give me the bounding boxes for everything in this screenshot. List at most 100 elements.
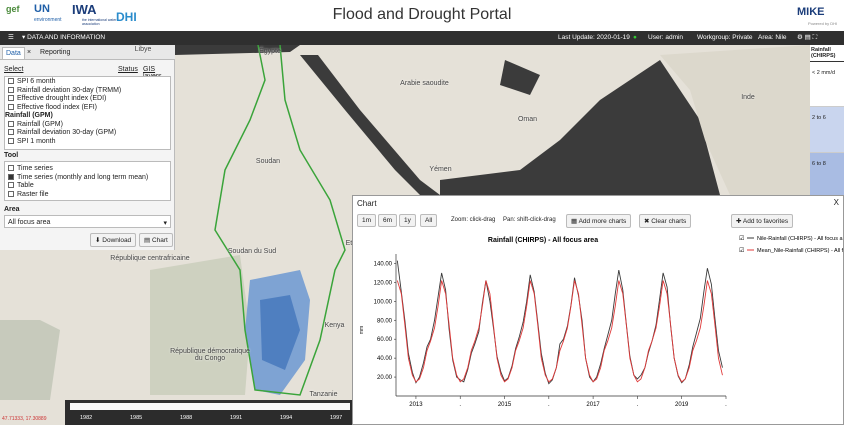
- timeline-label: 1997: [330, 415, 343, 421]
- button-label: Add more charts: [578, 218, 627, 225]
- tool-label: Raster file: [17, 190, 49, 198]
- panel-title: Chart: [357, 199, 377, 208]
- rainfall-area: [260, 295, 300, 370]
- checkbox[interactable]: [8, 120, 14, 127]
- close-button[interactable]: X: [833, 198, 839, 207]
- checkbox[interactable]: [8, 165, 14, 171]
- legend-entry: Nile-Rainfall (CHIRPS) - All focus area-…: [757, 236, 843, 242]
- tool-list: Time series Time series (monthly and long…: [4, 161, 171, 201]
- tool-item[interactable]: Time series: [8, 165, 167, 174]
- checkbox[interactable]: [8, 137, 14, 144]
- layer-item[interactable]: Effective flood index (EFI): [8, 103, 167, 113]
- y-tick-label: 80.00: [377, 318, 393, 324]
- toolbar-button[interactable]: ▦ Add more charts: [566, 214, 632, 228]
- area-select[interactable]: All focus area ▾: [4, 215, 171, 228]
- layer-label: Effective flood index (EFI): [17, 103, 98, 111]
- logo: DHI: [116, 10, 137, 24]
- toolbar-button[interactable]: ✚ Add to favorites: [731, 214, 794, 228]
- area-value: All focus area: [8, 219, 51, 226]
- status-dot: ●: [633, 34, 637, 41]
- tool-item[interactable]: Raster file: [8, 190, 167, 200]
- legend-check: ☑: [739, 247, 744, 254]
- forest: [0, 320, 60, 400]
- tool-label: Time series: [17, 165, 53, 172]
- button-label: Add to favorites: [742, 218, 789, 225]
- group-label: Rainfall (GPM): [5, 112, 53, 119]
- tab-close[interactable]: ×: [27, 49, 32, 56]
- layer-item[interactable]: Rainfall deviation 30-day (TRMM): [8, 86, 167, 96]
- y-tick-label: 20.00: [377, 375, 393, 381]
- hint: Pan: shift-click-drag: [503, 217, 556, 223]
- checkbox[interactable]: [8, 86, 14, 93]
- layer-item[interactable]: SPI 1 month: [8, 137, 167, 147]
- map-label: Soudan: [255, 158, 281, 165]
- timeline-label: 1994: [280, 415, 293, 421]
- x-tick-label: 2015: [498, 402, 512, 408]
- legend-class: 2 to 6: [810, 107, 844, 153]
- area[interactable]: Area: Nile: [758, 34, 787, 41]
- timeline-label: 1991: [230, 415, 243, 421]
- checkbox[interactable]: [8, 95, 14, 101]
- logo: the international water association: [82, 18, 117, 26]
- chart-panel: Chart X 1m 6m 1y All Zoom: click-drag Pan: sh…: [352, 195, 844, 425]
- forest: [150, 255, 250, 395]
- user[interactable]: User: admin: [648, 34, 684, 41]
- range-button[interactable]: 6m: [378, 214, 398, 227]
- layer-item[interactable]: Effective drought index (EDI): [8, 95, 167, 104]
- checkbox[interactable]: [8, 190, 14, 197]
- range-button[interactable]: 1m: [357, 214, 377, 227]
- download-button[interactable]: ⬇ Download: [90, 233, 137, 247]
- x-tick-label: 2017: [586, 402, 600, 408]
- logo: MIKE: [797, 6, 825, 18]
- link[interactable]: Status: [118, 66, 138, 73]
- button-label: Download: [102, 237, 132, 244]
- range-button[interactable]: 1y: [399, 214, 416, 227]
- map-label: Oman: [517, 116, 538, 123]
- checkbox[interactable]: [8, 129, 14, 135]
- layer-label: Rainfall deviation 30-day (TRMM): [17, 86, 122, 94]
- menu-icon[interactable]: ☰: [8, 34, 14, 41]
- menu[interactable]: ▾ DATA AND INFORMATION: [22, 34, 106, 41]
- logo: Powered by DHI: [808, 21, 838, 26]
- legend-class: < 2 mm/d: [810, 62, 844, 107]
- button-label: Clear charts: [651, 218, 687, 225]
- layer-label: Rainfall (GPM): [17, 120, 63, 128]
- tool-item[interactable]: Time series (monthly and long term mean): [8, 173, 167, 183]
- x-tick-label: .: [548, 402, 550, 408]
- y-tick-label: 40.00: [377, 356, 393, 362]
- legend-entry: Mean_Nile-Rainfall (CHIRPS) - All focus …: [757, 248, 843, 254]
- layer-item[interactable]: Rainfall deviation 30-day (GPM): [8, 129, 167, 138]
- tool-item[interactable]: Table: [8, 182, 167, 191]
- layer-item[interactable]: Rainfall (GPM): [8, 120, 167, 130]
- menu-label[interactable]: DATA AND INFORMATION: [27, 34, 106, 41]
- range-button[interactable]: All: [420, 214, 438, 227]
- tool-label: Table: [17, 182, 34, 189]
- legend-check: ☑: [739, 235, 744, 242]
- timeline-label: 1982: [80, 415, 93, 421]
- layer-label: SPI 6 month: [17, 78, 56, 85]
- map-label: Soudan du Sud: [227, 248, 277, 255]
- title: Flood and Drought Portal: [332, 6, 512, 23]
- map-label: Libye: [134, 46, 152, 53]
- data-line: [396, 260, 723, 385]
- checkbox[interactable]: [8, 182, 14, 188]
- tab[interactable]: Reporting: [40, 49, 71, 56]
- red-sea: [300, 55, 440, 195]
- checkbox[interactable]: [8, 103, 14, 110]
- chart-button[interactable]: ▤ Chart: [139, 233, 173, 247]
- x-tick-label: .: [459, 402, 461, 408]
- layer-item[interactable]: SPI 6 month: [8, 78, 167, 87]
- toolbar-button[interactable]: ✖ Clear charts: [639, 214, 692, 228]
- checkbox[interactable]: [8, 173, 14, 180]
- tabs: Data × Reporting: [0, 45, 175, 60]
- tab[interactable]: Data: [2, 47, 25, 60]
- link[interactable]: Select: [4, 66, 24, 73]
- map-label: Inde: [741, 94, 755, 101]
- layer-list: SPI 6 month Rainfall deviation 30-day (TR…: [4, 76, 171, 150]
- checkbox[interactable]: [8, 78, 14, 84]
- nav-bar: ☰ ▾ DATA AND INFORMATION Last Update: 20…: [0, 31, 844, 45]
- map-label: Tanzanie: [309, 391, 338, 398]
- workgroup[interactable]: Workgroup: Private: [697, 34, 753, 41]
- icons[interactable]: ⚙ ▤ ⛶: [797, 34, 818, 41]
